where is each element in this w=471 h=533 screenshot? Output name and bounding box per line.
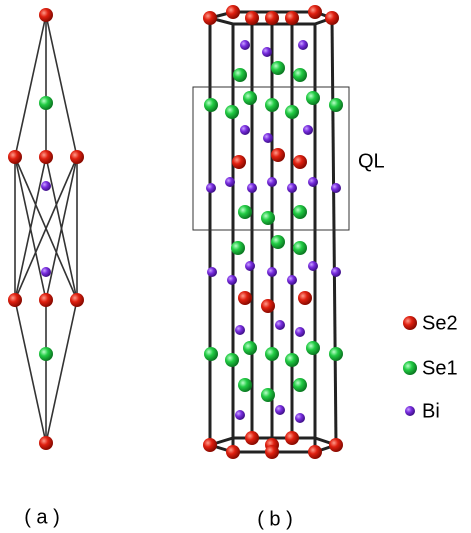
atom	[225, 177, 235, 187]
atom	[235, 410, 245, 420]
atom	[261, 388, 275, 402]
atom	[225, 353, 239, 367]
atom	[70, 293, 84, 307]
atom	[245, 431, 259, 445]
panel-a	[8, 8, 84, 450]
atom	[261, 211, 275, 225]
atom	[325, 11, 339, 25]
atom	[238, 291, 252, 305]
atom	[308, 261, 318, 271]
box-label: QL	[358, 150, 385, 172]
legend: Se2 Se1 Bi	[403, 312, 458, 422]
atom	[298, 291, 312, 305]
atom	[206, 183, 216, 193]
atom	[240, 40, 250, 50]
atom	[298, 40, 308, 50]
atom	[329, 98, 343, 112]
atom	[39, 293, 53, 307]
atom	[226, 445, 240, 459]
atom	[265, 347, 279, 361]
atom	[265, 445, 279, 459]
atom	[306, 341, 320, 355]
panel-b: QL	[193, 5, 385, 459]
legend-label: Se2	[422, 312, 458, 334]
atom	[285, 431, 299, 445]
atom	[226, 5, 240, 19]
atom	[329, 347, 343, 361]
atom	[240, 125, 250, 135]
atom	[41, 181, 51, 191]
legend-swatch	[403, 316, 417, 330]
legend-swatch	[405, 406, 415, 416]
atom	[285, 11, 299, 25]
atom	[271, 235, 285, 249]
atom	[267, 267, 277, 277]
atom	[271, 148, 285, 162]
atom	[39, 347, 53, 361]
atom	[238, 378, 252, 392]
cell-frame	[210, 12, 336, 452]
structure-figure: QL Se2 Se1 Bi ( a ) ( b )	[0, 0, 471, 533]
atom	[204, 98, 218, 112]
panel-label: ( b )	[257, 508, 293, 530]
atom	[243, 341, 257, 355]
atom	[235, 325, 245, 335]
atom	[225, 105, 239, 119]
atom	[204, 347, 218, 361]
atom	[203, 11, 217, 25]
atom	[293, 241, 307, 255]
atom	[275, 405, 285, 415]
atom	[8, 150, 22, 164]
atom	[39, 96, 53, 110]
atom	[331, 267, 341, 277]
atom	[293, 155, 307, 169]
atom	[41, 267, 51, 277]
panel-label: ( a )	[24, 506, 60, 528]
atom	[238, 205, 252, 219]
atom	[308, 5, 322, 19]
atom	[39, 150, 53, 164]
atom	[308, 177, 318, 187]
atom	[267, 177, 277, 187]
atom	[207, 267, 217, 277]
atom	[261, 299, 275, 313]
legend-label: Bi	[422, 400, 440, 422]
atom	[39, 8, 53, 22]
atom	[39, 436, 53, 450]
atom	[203, 438, 217, 452]
atom	[271, 61, 285, 75]
atom	[231, 241, 245, 255]
atom	[293, 378, 307, 392]
atom	[285, 105, 299, 119]
atom	[262, 47, 272, 57]
atom	[70, 150, 84, 164]
atom	[263, 133, 273, 143]
atom	[233, 68, 247, 82]
atom	[275, 320, 285, 330]
legend-label: Se1	[422, 357, 458, 379]
bonds	[15, 15, 77, 443]
atom	[287, 275, 297, 285]
atom	[227, 275, 237, 285]
atom	[245, 11, 259, 25]
atom	[293, 205, 307, 219]
atom	[293, 68, 307, 82]
atom	[306, 91, 320, 105]
atom	[295, 413, 305, 423]
atom	[287, 183, 297, 193]
atom	[329, 438, 343, 452]
atom	[243, 91, 257, 105]
legend-swatch	[403, 361, 417, 375]
atom	[265, 98, 279, 112]
atom	[245, 261, 255, 271]
atom	[285, 353, 299, 367]
atom	[232, 155, 246, 169]
atom	[331, 183, 341, 193]
atom	[247, 183, 257, 193]
atom	[295, 327, 305, 337]
atom	[265, 11, 279, 25]
atom	[303, 125, 313, 135]
atom	[8, 293, 22, 307]
atom	[308, 445, 322, 459]
